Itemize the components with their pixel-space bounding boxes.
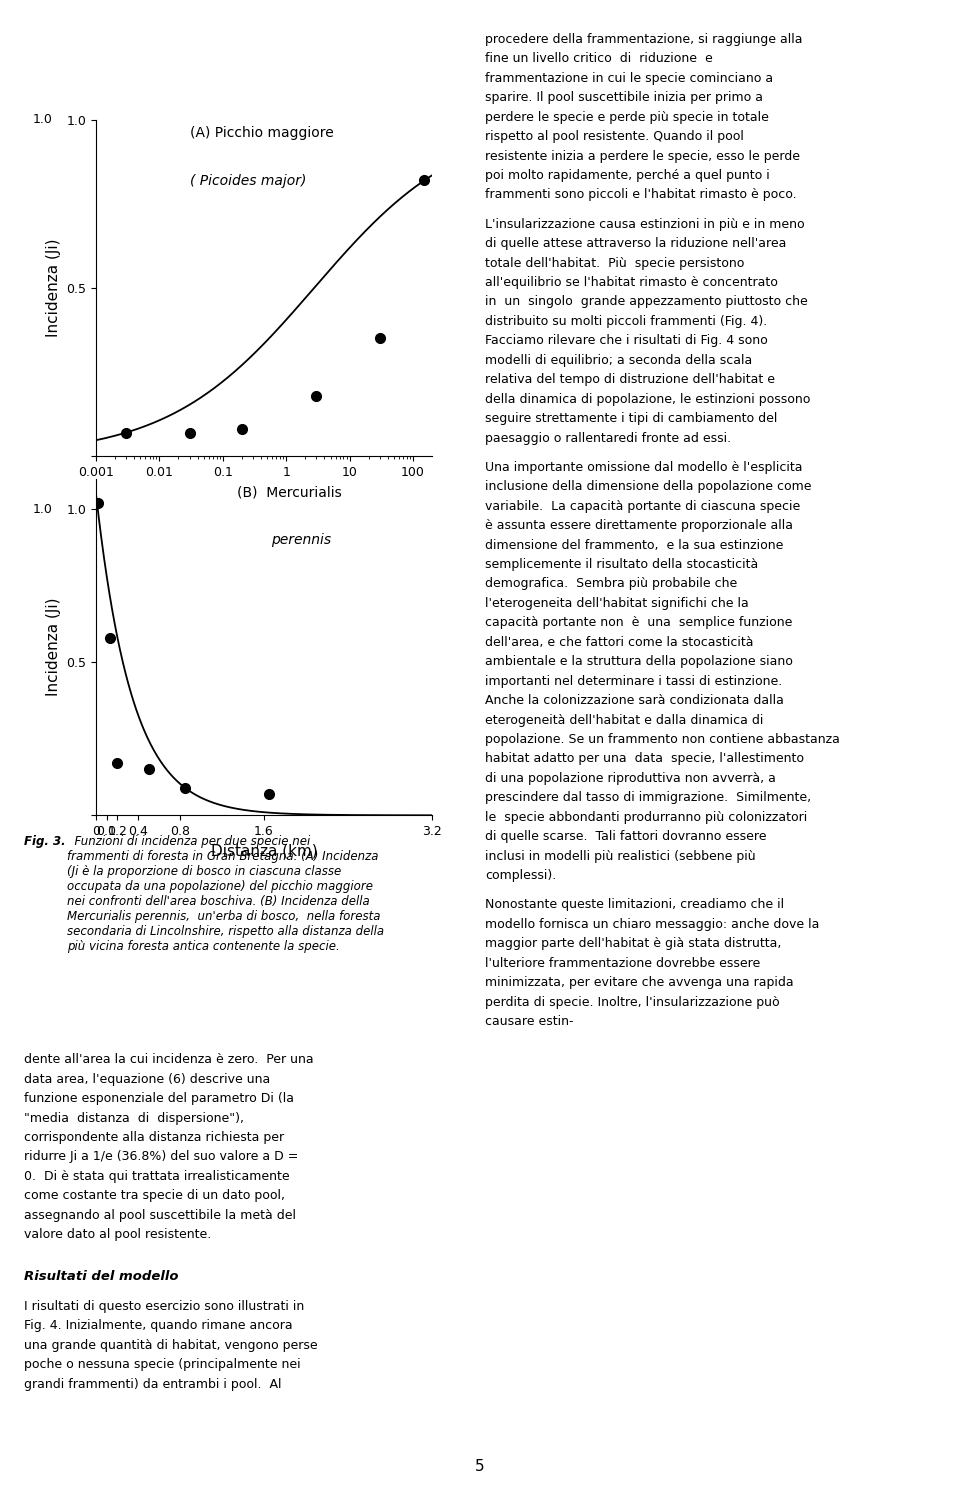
Text: della dinamica di popolazione, le estinzioni possono: della dinamica di popolazione, le estinz…	[485, 393, 810, 405]
Text: perennis: perennis	[271, 533, 331, 546]
Text: una grande quantità di habitat, vengono perse: una grande quantità di habitat, vengono …	[24, 1339, 318, 1352]
Text: maggior parte dell'habitat è già stata distrutta,: maggior parte dell'habitat è già stata d…	[485, 938, 781, 950]
Text: procedere della frammentazione, si raggiunge alla: procedere della frammentazione, si raggi…	[485, 33, 803, 46]
Text: prescindere dal tasso di immigrazione.  Similmente,: prescindere dal tasso di immigrazione. S…	[485, 791, 811, 805]
Text: l'ulteriore frammentazione dovrebbe essere: l'ulteriore frammentazione dovrebbe esse…	[485, 957, 760, 969]
Text: complessi).: complessi).	[485, 869, 556, 883]
Text: di quelle attese attraverso la riduzione nell'area: di quelle attese attraverso la riduzione…	[485, 238, 786, 250]
Text: inclusione della dimensione della popolazione come: inclusione della dimensione della popola…	[485, 480, 811, 494]
Text: dimensione del frammento,  e la sua estinzione: dimensione del frammento, e la sua estin…	[485, 539, 783, 552]
Text: corrispondente alla distanza richiesta per: corrispondente alla distanza richiesta p…	[24, 1131, 284, 1144]
Text: relativa del tempo di distruzione dell'habitat e: relativa del tempo di distruzione dell'h…	[485, 374, 775, 386]
Text: dell'area, e che fattori come la stocasticità: dell'area, e che fattori come la stocast…	[485, 636, 754, 649]
Text: poi molto rapidamente, perché a quel punto i: poi molto rapidamente, perché a quel pun…	[485, 169, 770, 183]
X-axis label: Area (ha): Area (ha)	[228, 485, 300, 500]
Text: paesaggio o rallentaredi fronte ad essi.: paesaggio o rallentaredi fronte ad essi.	[485, 432, 731, 444]
Text: modelli di equilibrio; a seconda della scala: modelli di equilibrio; a seconda della s…	[485, 355, 752, 367]
Text: demografica.  Sembra più probabile che: demografica. Sembra più probabile che	[485, 577, 737, 591]
Text: Una importante omissione dal modello è l'esplicita: Una importante omissione dal modello è l…	[485, 461, 803, 474]
Text: perdere le specie e perde più specie in totale: perdere le specie e perde più specie in …	[485, 111, 769, 124]
Text: frammentazione in cui le specie cominciano a: frammentazione in cui le specie comincia…	[485, 72, 773, 85]
Text: importanti nel determinare i tassi di estinzione.: importanti nel determinare i tassi di es…	[485, 675, 782, 688]
Text: ambientale e la struttura della popolazione siano: ambientale e la struttura della popolazi…	[485, 655, 793, 669]
Text: modello fornisca un chiaro messaggio: anche dove la: modello fornisca un chiaro messaggio: an…	[485, 919, 819, 931]
Text: all'equilibrio se l'habitat rimasto è concentrato: all'equilibrio se l'habitat rimasto è co…	[485, 277, 778, 289]
Text: come costante tra specie di un dato pool,: come costante tra specie di un dato pool…	[24, 1189, 285, 1203]
Text: di una popolazione riproduttiva non avverrà, a: di una popolazione riproduttiva non avve…	[485, 772, 776, 785]
Text: grandi frammenti) da entrambi i pool.  Al: grandi frammenti) da entrambi i pool. Al	[24, 1378, 281, 1391]
Text: inclusi in modelli più realistici (sebbene più: inclusi in modelli più realistici (sebbe…	[485, 850, 756, 863]
Text: funzione esponenziale del parametro Di (la: funzione esponenziale del parametro Di (…	[24, 1092, 294, 1106]
Text: Risultati del modello: Risultati del modello	[24, 1270, 179, 1284]
Text: valore dato al pool resistente.: valore dato al pool resistente.	[24, 1228, 211, 1242]
Text: le  specie abbondanti produrranno più colonizzatori: le specie abbondanti produrranno più col…	[485, 811, 807, 824]
Text: seguire strettamente i tipi di cambiamento del: seguire strettamente i tipi di cambiamen…	[485, 413, 778, 425]
Text: (A) Picchio maggiore: (A) Picchio maggiore	[190, 127, 334, 141]
Text: eterogeneità dell'habitat e dalla dinamica di: eterogeneità dell'habitat e dalla dinami…	[485, 714, 763, 727]
X-axis label: Distanza (km): Distanza (km)	[210, 844, 318, 859]
Text: Nonostante queste limitazioni, creadiamo che il: Nonostante queste limitazioni, creadiamo…	[485, 899, 784, 911]
Text: poche o nessuna specie (principalmente nei: poche o nessuna specie (principalmente n…	[24, 1358, 300, 1372]
Text: fine un livello critico  di  riduzione  e: fine un livello critico di riduzione e	[485, 52, 712, 66]
Text: di quelle scarse.  Tali fattori dovranno essere: di quelle scarse. Tali fattori dovranno …	[485, 830, 766, 844]
Text: causare estin-: causare estin-	[485, 1016, 573, 1028]
Text: perdita di specie. Inoltre, l'insularizzazione può: perdita di specie. Inoltre, l'insularizz…	[485, 996, 780, 1008]
Y-axis label: Incidenza (Ji): Incidenza (Ji)	[46, 239, 60, 337]
Text: minimizzata, per evitare che avvenga una rapida: minimizzata, per evitare che avvenga una…	[485, 977, 793, 989]
Text: 5: 5	[475, 1459, 485, 1474]
Text: capacità portante non  è  una  semplice funzione: capacità portante non è una semplice fun…	[485, 616, 792, 630]
Text: totale dell'habitat.  Più  specie persistono: totale dell'habitat. Più specie persisto…	[485, 257, 744, 269]
Text: 0.  Di è stata qui trattata irrealisticamente: 0. Di è stata qui trattata irrealisticam…	[24, 1170, 290, 1183]
Text: Facciamo rilevare che i risultati di Fig. 4 sono: Facciamo rilevare che i risultati di Fig…	[485, 335, 768, 347]
Text: (B)  Mercurialis: (B) Mercurialis	[237, 485, 342, 500]
Text: data area, l'equazione (6) descrive una: data area, l'equazione (6) descrive una	[24, 1073, 271, 1086]
Text: frammenti sono piccoli e l'habitat rimasto è poco.: frammenti sono piccoli e l'habitat rimas…	[485, 188, 797, 202]
Text: I risultati di questo esercizio sono illustrati in: I risultati di questo esercizio sono ill…	[24, 1300, 304, 1313]
Text: semplicemente il risultato della stocasticità: semplicemente il risultato della stocast…	[485, 558, 758, 571]
Text: rispetto al pool resistente. Quando il pool: rispetto al pool resistente. Quando il p…	[485, 130, 744, 144]
Text: dente all'area la cui incidenza è zero.  Per una: dente all'area la cui incidenza è zero. …	[24, 1053, 314, 1067]
Text: variabile.  La capacità portante di ciascuna specie: variabile. La capacità portante di ciasc…	[485, 500, 800, 513]
Text: Fig. 3.: Fig. 3.	[24, 835, 65, 848]
Text: 1.0: 1.0	[33, 503, 53, 516]
Text: l'eterogeneita dell'habitat significhi che la: l'eterogeneita dell'habitat significhi c…	[485, 597, 749, 610]
Text: Anche la colonizzazione sarà condizionata dalla: Anche la colonizzazione sarà condizionat…	[485, 694, 783, 708]
Text: ( Picoides major): ( Picoides major)	[190, 174, 306, 187]
Text: "media  distanza  di  dispersione"),: "media distanza di dispersione"),	[24, 1112, 244, 1125]
Text: L'insularizzazione causa estinzioni in più e in meno: L'insularizzazione causa estinzioni in p…	[485, 218, 804, 230]
Text: assegnando al pool suscettibile la metà del: assegnando al pool suscettibile la metà …	[24, 1209, 296, 1222]
Text: resistente inizia a perdere le specie, esso le perde: resistente inizia a perdere le specie, e…	[485, 150, 800, 163]
Text: distribuito su molti piccoli frammenti (Fig. 4).: distribuito su molti piccoli frammenti (…	[485, 316, 767, 328]
Text: sparire. Il pool suscettibile inizia per primo a: sparire. Il pool suscettibile inizia per…	[485, 91, 763, 105]
Text: popolazione. Se un frammento non contiene abbastanza: popolazione. Se un frammento non contien…	[485, 733, 840, 747]
Text: 1.0: 1.0	[33, 114, 53, 126]
Text: in  un  singolo  grande appezzamento piuttosto che: in un singolo grande appezzamento piutto…	[485, 296, 807, 308]
Text: ridurre Ji a 1/e (36.8%) del suo valore a D =: ridurre Ji a 1/e (36.8%) del suo valore …	[24, 1150, 299, 1164]
Y-axis label: Incidenza (Ji): Incidenza (Ji)	[46, 598, 60, 696]
Text: è assunta essere direttamente proporzionale alla: è assunta essere direttamente proporzion…	[485, 519, 793, 533]
Text: Fig. 4. Inizialmente, quando rimane ancora: Fig. 4. Inizialmente, quando rimane anco…	[24, 1319, 293, 1333]
Text: habitat adatto per una  data  specie, l'allestimento: habitat adatto per una data specie, l'al…	[485, 752, 804, 766]
Text: Funzioni di incidenza per due specie nei
frammenti di foresta in Gran Bretagna. : Funzioni di incidenza per due specie nei…	[67, 835, 384, 953]
